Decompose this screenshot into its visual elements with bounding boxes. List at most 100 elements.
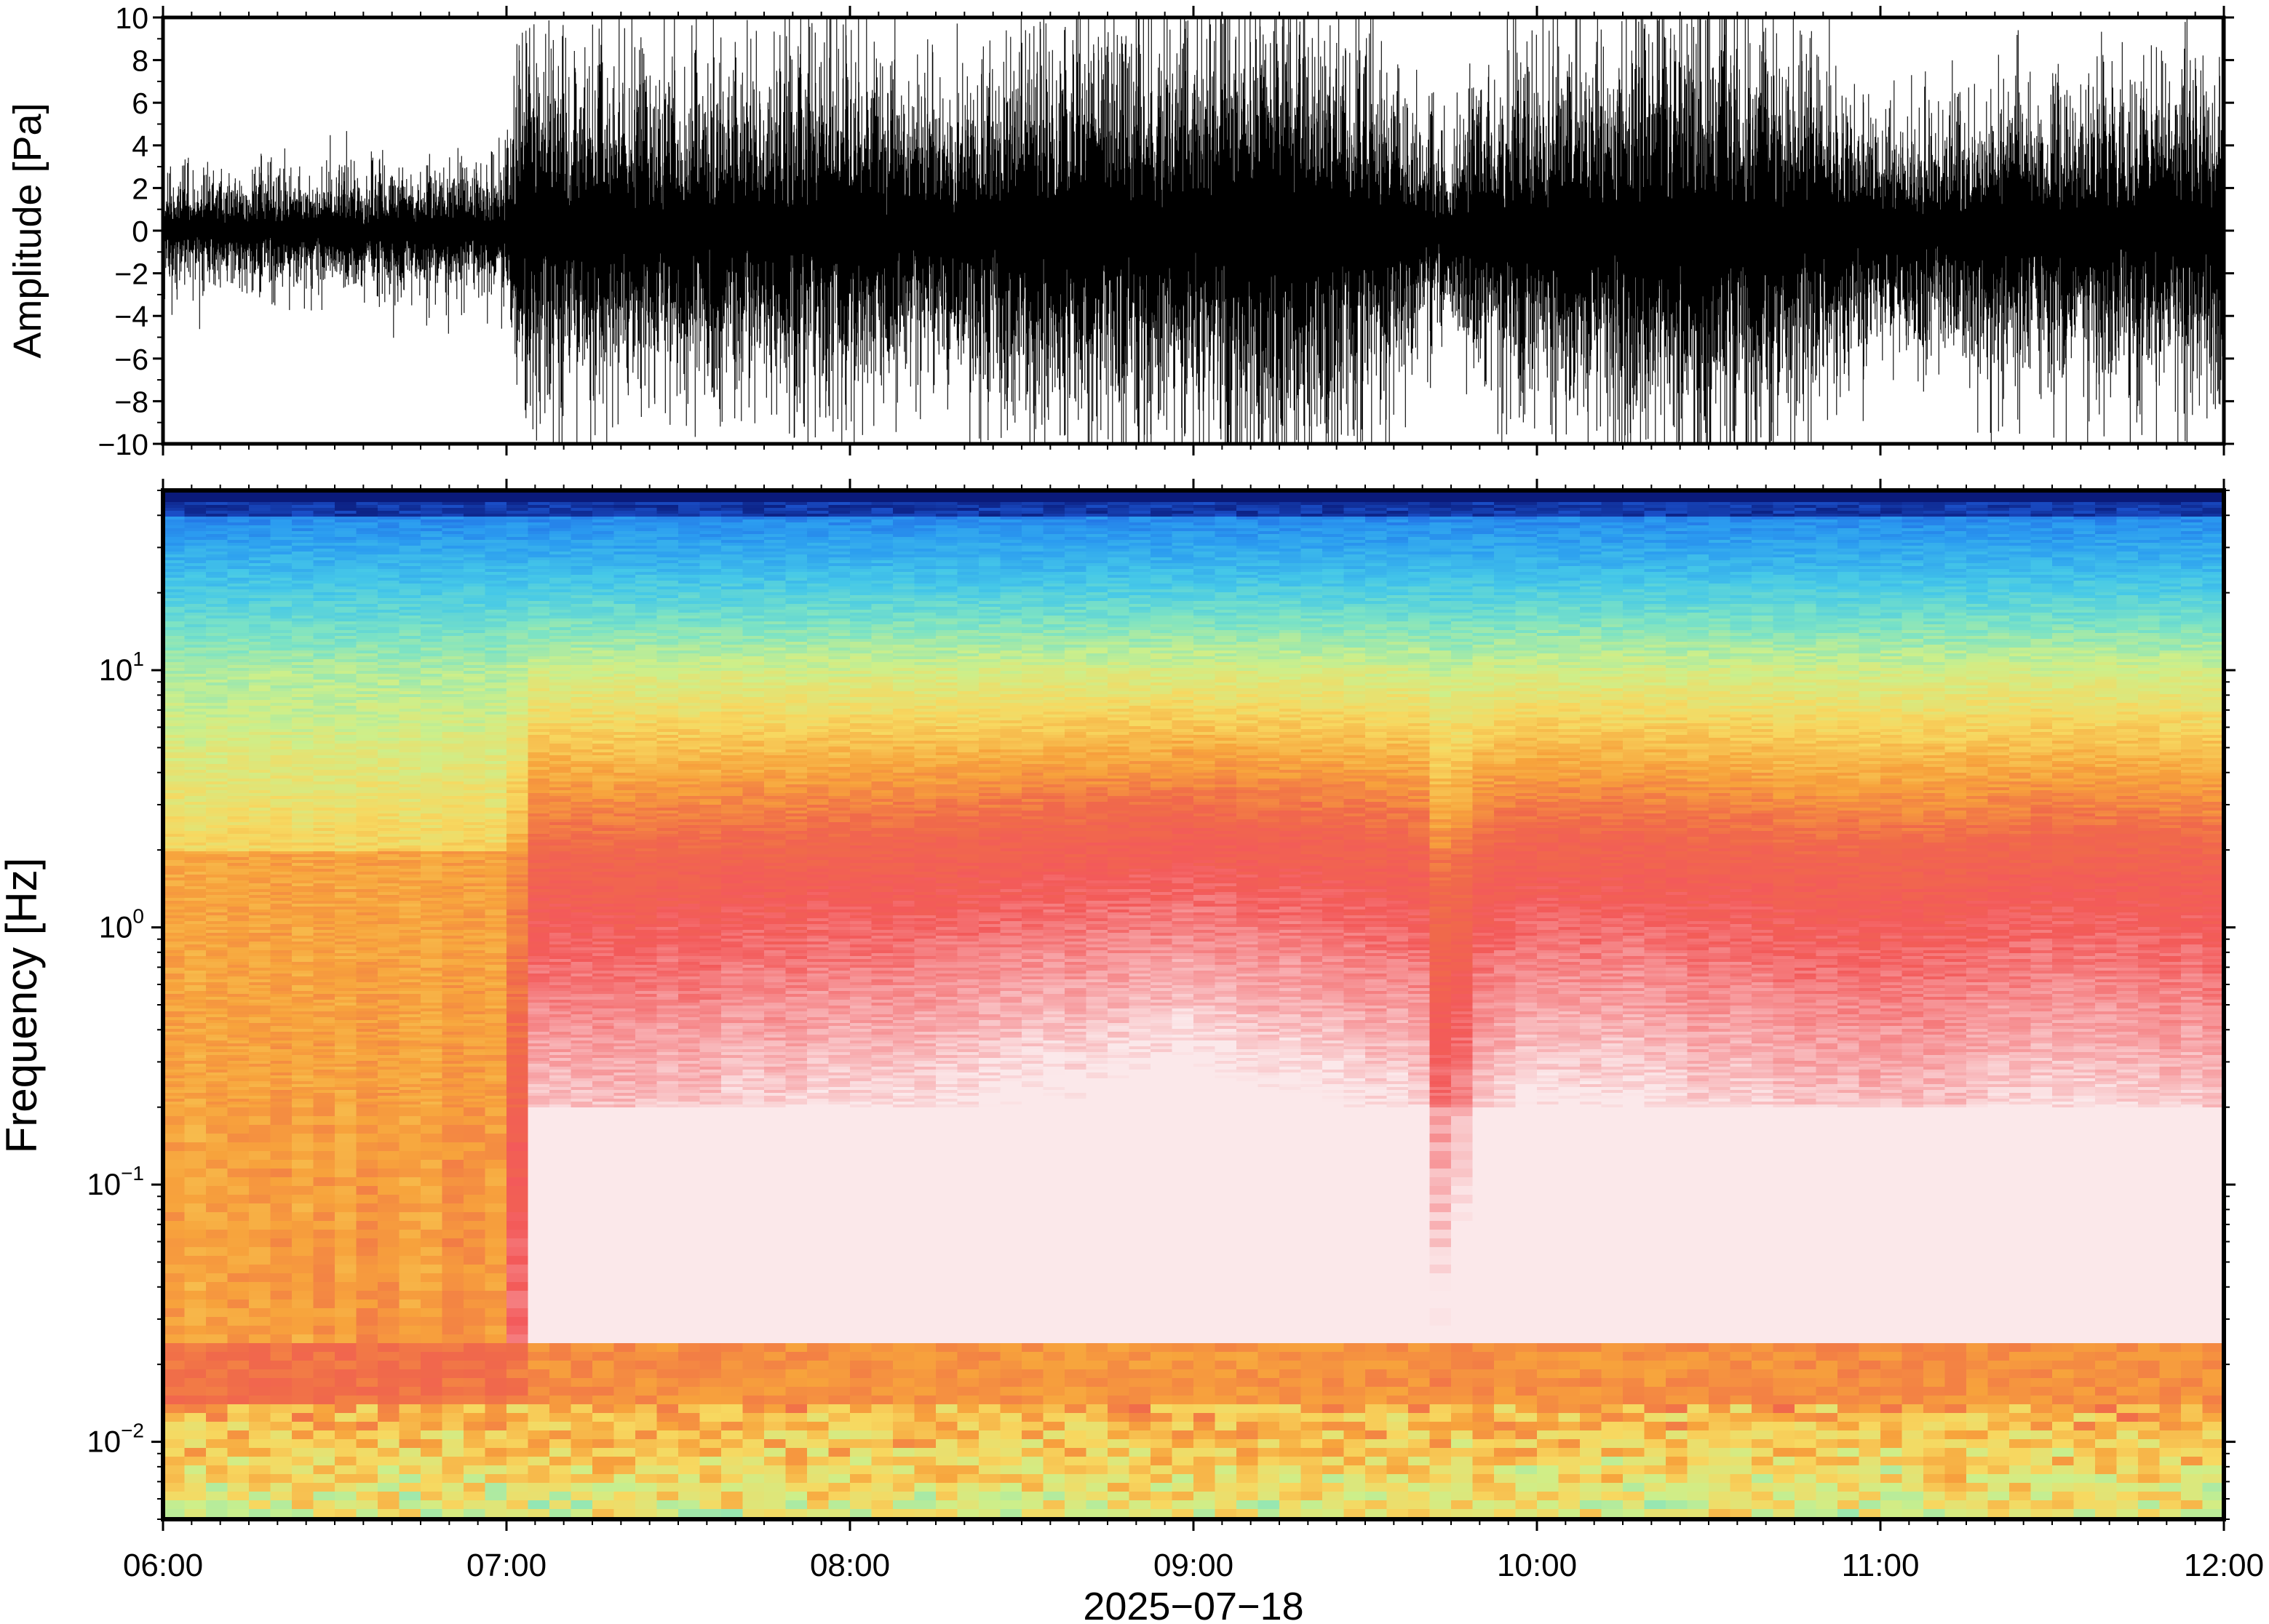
spectrogram-cell	[271, 726, 293, 730]
spectrogram-cell	[378, 511, 400, 514]
spectrogram-cell	[357, 578, 378, 581]
spectrogram-cell	[292, 601, 314, 605]
spectrogram-cell	[485, 1014, 507, 1018]
spectrogram-cell	[485, 834, 507, 837]
spectrogram-cell	[185, 549, 207, 552]
spectrogram-cell	[335, 889, 357, 893]
spectrogram-cell	[400, 720, 421, 724]
spectrogram-cell	[228, 831, 250, 835]
spectrogram-cell	[442, 1387, 464, 1396]
spectrogram-cell	[549, 645, 571, 648]
spectrogram-cell	[357, 840, 378, 843]
spectrogram-cell	[442, 1169, 464, 1178]
spectrogram-cell	[314, 776, 335, 779]
spectrogram-cell	[249, 880, 271, 884]
spectrogram-cell	[271, 1058, 293, 1062]
spectrogram-cell	[228, 1078, 250, 1082]
spectrogram-cell	[185, 1291, 207, 1300]
spectrogram-cell	[357, 767, 378, 771]
spectrogram-cell	[442, 1038, 464, 1041]
spectrogram-cell	[314, 700, 335, 704]
spectrogram-cell	[485, 741, 507, 744]
spectrogram-cell	[421, 784, 442, 788]
spectrogram-cell	[378, 1352, 400, 1361]
spectrogram-cell	[506, 1029, 528, 1032]
spectrogram-cell	[206, 895, 228, 899]
spectrogram-cell	[421, 709, 442, 712]
spectrogram-cell	[464, 1003, 485, 1006]
spectrogram-cell	[400, 1067, 421, 1070]
spectrogram-cell	[249, 796, 271, 800]
spectrogram-cell	[549, 653, 571, 657]
spectrogram-cell	[421, 895, 442, 899]
spectrogram-cell	[292, 1003, 314, 1006]
spectrogram-cell	[464, 1404, 485, 1414]
spectrogram-cell	[163, 1465, 185, 1475]
spectrogram-cell	[314, 854, 335, 858]
spectrogram-cell	[185, 1014, 207, 1018]
spectrogram-cell	[206, 816, 228, 820]
spectrogram-cell	[357, 909, 378, 913]
spectrogram-cell	[549, 784, 571, 788]
spectrogram-cell	[421, 502, 442, 506]
spectrogram-cell	[506, 1011, 528, 1015]
spectrogram-cell	[271, 1299, 293, 1309]
spectrogram-cell	[528, 1008, 550, 1012]
spectrogram-cell	[400, 680, 421, 683]
spectrogram-cell	[442, 764, 464, 768]
spectrogram-cell	[357, 540, 378, 544]
spectrogram-cell	[528, 1049, 550, 1053]
spectrogram-cell	[206, 764, 228, 768]
spectrogram-cell	[314, 764, 335, 768]
spectrogram-cell	[228, 578, 250, 581]
spectrogram-cell	[528, 1084, 550, 1088]
spectrogram-cell	[400, 662, 421, 666]
spectrogram-cell	[506, 1500, 528, 1510]
spectrogram-cell	[506, 1006, 528, 1009]
spectrogram-cell	[421, 572, 442, 576]
spectrogram-cell	[506, 831, 528, 835]
spectrogram-cell	[378, 927, 400, 931]
spectrogram-cell	[378, 904, 400, 907]
spectrogram-cell	[185, 781, 207, 785]
spectrogram-cell	[528, 665, 550, 669]
spectrogram-cell	[335, 877, 357, 881]
spectrogram-cell	[357, 994, 378, 998]
spectrogram-cell	[400, 825, 421, 829]
spectrogram-cell	[185, 968, 207, 971]
spectrogram-cell	[464, 557, 485, 561]
spectrogram-cell	[185, 947, 207, 951]
spectrogram-cell	[314, 994, 335, 998]
spectrogram-cell	[357, 811, 378, 814]
spectrogram-cell	[271, 1448, 293, 1457]
spectrogram-cell	[421, 779, 442, 782]
spectrogram-cell	[314, 822, 335, 826]
spectrogram-cell	[357, 828, 378, 832]
spectrogram-cell	[421, 627, 442, 631]
spectrogram-cell	[485, 1483, 507, 1492]
spectrogram-cell	[185, 1265, 207, 1274]
spectrogram-cell	[185, 648, 207, 651]
spectrogram-cell	[357, 950, 378, 954]
spectrogram-cell	[314, 1238, 335, 1248]
spectrogram-cell	[357, 927, 378, 931]
spectrogram-cell	[400, 872, 421, 875]
spectrogram-cell	[292, 531, 314, 535]
spectrogram-cell	[378, 677, 400, 680]
spectrogram-cell	[228, 1035, 250, 1038]
spectrogram-cell	[249, 747, 271, 750]
spectrogram-cell	[464, 1061, 485, 1064]
spectrogram-cell	[506, 1017, 528, 1021]
spectrogram-cell	[249, 901, 271, 904]
spectrogram-cell	[400, 799, 421, 803]
spectrogram-cell	[528, 1026, 550, 1030]
spectrogram-cell	[400, 557, 421, 561]
spectrogram-cell	[400, 1203, 421, 1213]
spectrogram-cell	[442, 691, 464, 695]
spectrogram-cell	[206, 1317, 228, 1326]
spectrogram-cell	[314, 1035, 335, 1038]
spectrogram-cell	[314, 557, 335, 561]
spectrogram-cell	[163, 671, 185, 674]
spectrogram-cell	[357, 1020, 378, 1024]
spectrogram-cell	[485, 1282, 507, 1291]
